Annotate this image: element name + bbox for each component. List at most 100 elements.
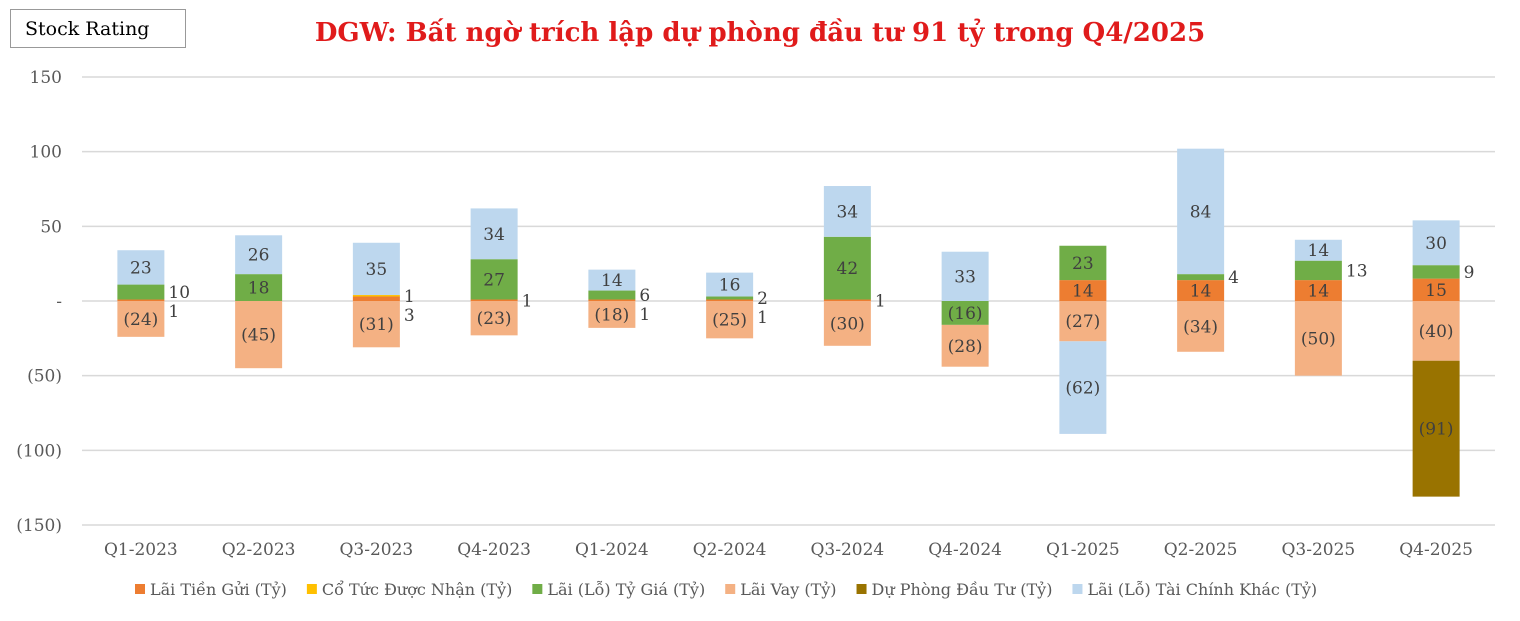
bar-segment bbox=[706, 296, 754, 300]
bar-segment bbox=[235, 235, 283, 275]
data-label: 1 bbox=[757, 308, 768, 328]
bar-segment bbox=[588, 301, 636, 328]
bar-segment bbox=[1294, 280, 1342, 301]
stock-rating-box: Stock Rating bbox=[10, 9, 186, 48]
data-label: 14 bbox=[1072, 282, 1094, 302]
data-label: 4 bbox=[1228, 268, 1239, 288]
legend-label: Lãi (Lỗ) Tài Chính Khác (Tỷ) bbox=[1087, 580, 1317, 599]
y-tick-label: (150) bbox=[16, 516, 62, 536]
bar-segment bbox=[1294, 301, 1342, 376]
data-label: (24) bbox=[123, 310, 158, 330]
data-label: 15 bbox=[1425, 281, 1447, 301]
bar-segment bbox=[117, 301, 165, 337]
legend-label: Cổ Tức Được Nhận (Tỷ) bbox=[322, 580, 512, 599]
x-tick-label: Q4-2025 bbox=[1399, 540, 1473, 560]
data-label: 1 bbox=[404, 287, 415, 307]
y-tick-label: (100) bbox=[16, 441, 62, 461]
data-label: 1 bbox=[639, 305, 650, 325]
x-tick-label: Q1-2024 bbox=[575, 540, 649, 560]
bar-segment bbox=[823, 299, 871, 301]
bar-segment bbox=[352, 295, 400, 297]
bar-segment bbox=[117, 284, 165, 300]
bar-segment bbox=[1177, 148, 1225, 275]
x-tick-label: Q1-2025 bbox=[1046, 540, 1120, 560]
data-label: 33 bbox=[954, 267, 976, 287]
legend-swatch bbox=[856, 584, 867, 594]
bar-segment bbox=[117, 250, 165, 285]
data-label: 42 bbox=[837, 259, 859, 279]
data-label: 13 bbox=[1346, 261, 1368, 281]
legend-swatch bbox=[306, 584, 317, 594]
data-label: 1 bbox=[522, 291, 533, 311]
bar-segment bbox=[823, 236, 871, 300]
bar-segment bbox=[941, 324, 989, 367]
bar-segment bbox=[352, 301, 400, 348]
data-label: (45) bbox=[241, 326, 276, 346]
data-label: 2 bbox=[757, 289, 768, 309]
bar-segment bbox=[352, 242, 400, 296]
y-tick-label: - bbox=[56, 292, 62, 312]
bar-segment bbox=[352, 296, 400, 301]
bar-segment bbox=[706, 301, 754, 339]
bar-segment bbox=[823, 186, 871, 237]
bar-segment bbox=[1412, 265, 1460, 279]
data-label: (28) bbox=[948, 337, 983, 357]
bar-segment bbox=[470, 259, 518, 300]
data-label: 10 bbox=[168, 283, 190, 303]
legend-swatch bbox=[532, 584, 543, 594]
data-label: 18 bbox=[248, 279, 270, 299]
x-tick-label: Q3-2025 bbox=[1281, 540, 1355, 560]
bar-segment bbox=[941, 301, 989, 325]
data-label: (16) bbox=[948, 304, 983, 324]
bar-segment bbox=[1412, 278, 1460, 301]
bar-segment bbox=[588, 269, 636, 291]
data-label: 14 bbox=[601, 271, 623, 291]
bar-segment bbox=[1294, 239, 1342, 261]
legend-swatch bbox=[1072, 584, 1083, 594]
data-label: 35 bbox=[366, 260, 388, 280]
bar-segment bbox=[1412, 301, 1460, 361]
chart-title: DGW: Bất ngờ trích lập dự phòng đầu tư 9… bbox=[314, 18, 1206, 48]
data-label: 84 bbox=[1190, 202, 1212, 222]
x-tick-label: Q2-2024 bbox=[693, 540, 767, 560]
data-label: (23) bbox=[477, 309, 512, 329]
legend-label: Lãi Tiền Gửi (Tỷ) bbox=[150, 580, 287, 599]
y-tick-label: 100 bbox=[30, 143, 62, 163]
legend-label: Lãi (Lỗ) Tỷ Giá (Tỷ) bbox=[547, 580, 705, 599]
data-label: 1 bbox=[168, 302, 179, 322]
data-label: (27) bbox=[1065, 312, 1100, 332]
y-tick-label: 150 bbox=[30, 68, 62, 88]
bar-segment bbox=[235, 274, 283, 301]
bar-segment bbox=[1059, 245, 1107, 281]
data-label: 1 bbox=[875, 291, 886, 311]
bar-segment bbox=[1059, 301, 1107, 342]
bar-segment bbox=[941, 251, 989, 301]
legend-swatch bbox=[135, 584, 145, 594]
data-label: (31) bbox=[359, 315, 394, 335]
x-tick-label: Q3-2024 bbox=[810, 540, 884, 560]
data-label: (18) bbox=[594, 305, 629, 325]
data-label: 26 bbox=[248, 246, 270, 266]
data-label: 9 bbox=[1464, 263, 1475, 283]
data-label: 23 bbox=[1072, 254, 1094, 274]
data-label: 34 bbox=[483, 225, 505, 245]
data-label: 27 bbox=[483, 270, 505, 290]
bar-segment bbox=[470, 301, 518, 336]
bar-segment bbox=[1412, 360, 1460, 497]
bar-segment bbox=[1294, 260, 1342, 281]
legend-label: Dự Phòng Đầu Tư (Tỷ) bbox=[872, 580, 1053, 599]
bar-segment bbox=[706, 299, 754, 301]
bar-segment bbox=[1412, 220, 1460, 266]
bar-segment bbox=[1177, 274, 1225, 281]
data-label: 30 bbox=[1425, 234, 1447, 254]
data-label: (30) bbox=[830, 314, 865, 334]
x-tick-label: Q4-2023 bbox=[457, 540, 531, 560]
y-tick-label: 50 bbox=[40, 217, 62, 237]
x-tick-label: Q2-2025 bbox=[1164, 540, 1238, 560]
data-label: 23 bbox=[130, 258, 152, 278]
bar-segment bbox=[1177, 301, 1225, 352]
bar-segment bbox=[706, 272, 754, 297]
bar-segment bbox=[1177, 280, 1225, 301]
